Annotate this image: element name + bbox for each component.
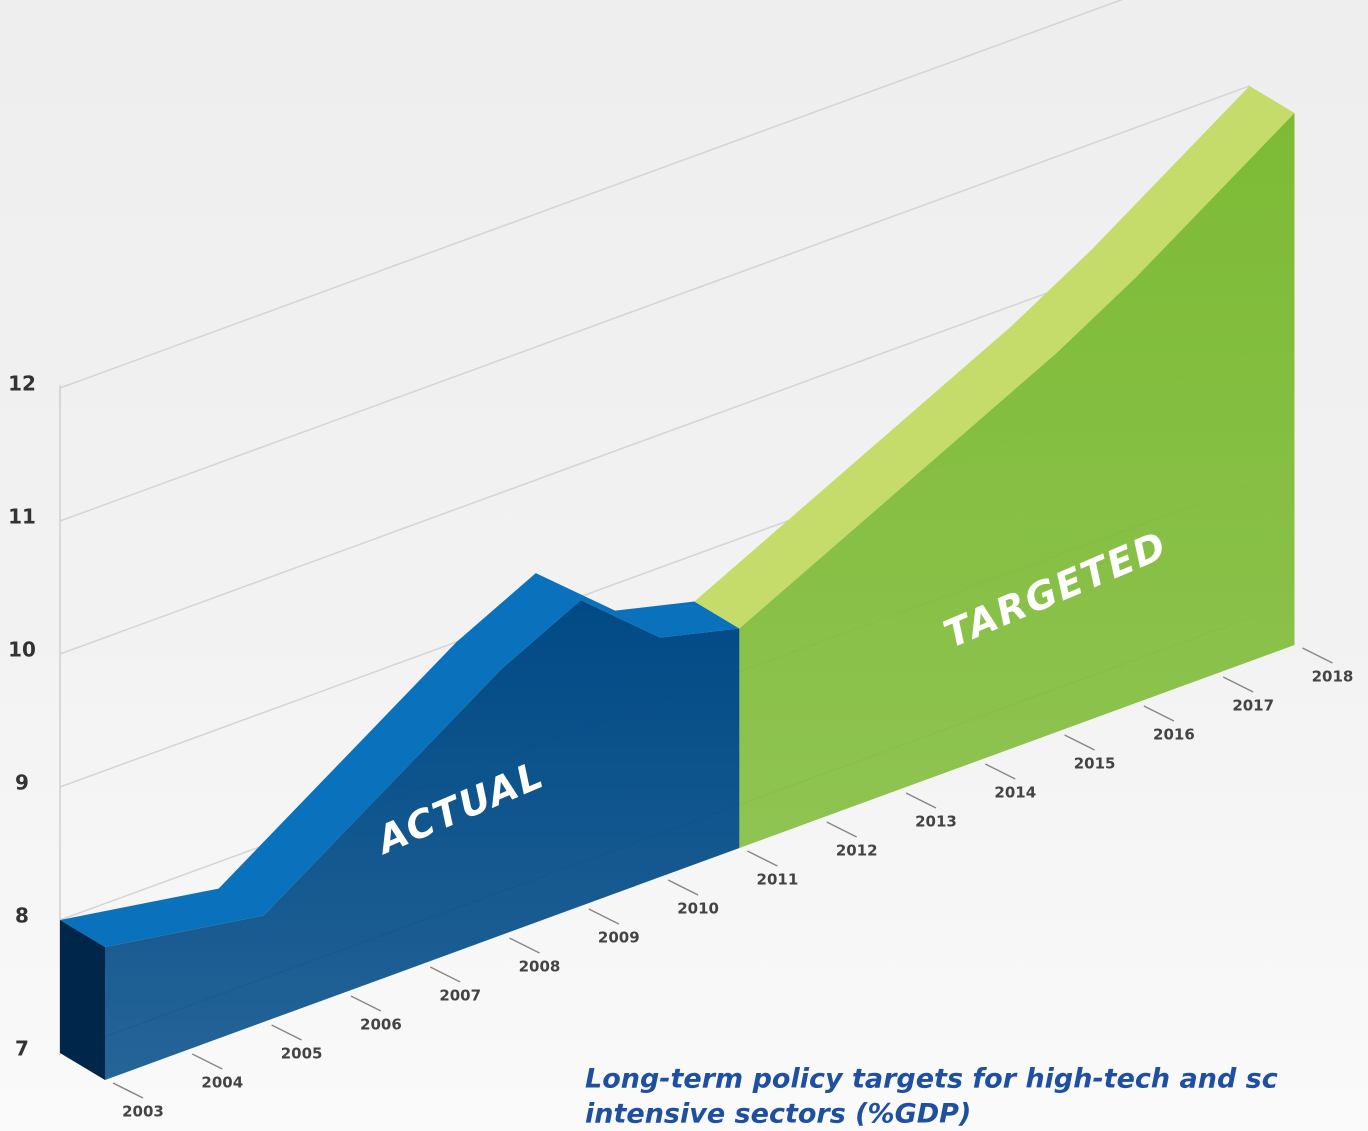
- area-top: [694, 86, 1295, 629]
- x-tick: [826, 821, 858, 838]
- x-tick: [747, 850, 778, 867]
- area-front: [739, 113, 1295, 848]
- x-tick-label: 2011: [757, 871, 799, 889]
- x-tick: [667, 879, 699, 896]
- caption: Long-term policy targets for high-tech a…: [585, 1064, 1278, 1095]
- x-tick: [112, 1082, 144, 1099]
- y-tick-label: 8: [15, 904, 29, 928]
- area-side: [60, 920, 105, 1080]
- x-tick: [429, 966, 461, 983]
- x-tick: [1222, 676, 1254, 693]
- area-top: [60, 573, 740, 947]
- x-tick-label: 2005: [281, 1045, 323, 1063]
- x-tick: [1143, 705, 1175, 722]
- y-tick-label: 12: [8, 372, 36, 396]
- x-tick: [271, 1024, 302, 1041]
- x-tick: [905, 792, 937, 809]
- y-tick-label: 9: [15, 771, 29, 795]
- x-tick-label: 2003: [122, 1103, 164, 1121]
- caption: intensive sectors (%GDP): [585, 1099, 971, 1130]
- series-0: ACTUAL: [60, 573, 740, 1080]
- area-front: [105, 600, 740, 1080]
- x-tick-label: 2017: [1232, 697, 1274, 715]
- x-tick-label: 2016: [1153, 726, 1195, 744]
- x-tick-label: 2009: [598, 929, 640, 947]
- x-tick-label: 2007: [439, 987, 481, 1005]
- x-tick: [350, 995, 382, 1012]
- series-1: TARGETED: [694, 86, 1295, 848]
- x-tick-label: 2015: [1074, 755, 1116, 773]
- x-tick: [588, 908, 620, 925]
- x-tick-label: 2018: [1312, 668, 1354, 686]
- y-tick-label: 10: [8, 638, 36, 662]
- x-tick-label: 2012: [836, 842, 878, 860]
- x-tick-label: 2008: [519, 958, 561, 976]
- x-tick: [509, 937, 540, 954]
- x-tick-label: 2006: [360, 1016, 402, 1034]
- grid-line: [59, 0, 1124, 389]
- x-tick: [1302, 647, 1333, 664]
- y-tick-label: 11: [8, 505, 36, 529]
- grid-line: [59, 85, 1251, 522]
- x-tick: [984, 763, 1016, 780]
- y-tick-label: 7: [15, 1037, 29, 1061]
- x-tick: [1064, 734, 1095, 751]
- x-tick-label: 2013: [915, 813, 957, 831]
- x-tick: [191, 1053, 223, 1070]
- x-tick-label: 2004: [201, 1074, 243, 1092]
- x-tick-label: 2014: [994, 784, 1036, 802]
- x-tick-label: 2010: [677, 900, 719, 918]
